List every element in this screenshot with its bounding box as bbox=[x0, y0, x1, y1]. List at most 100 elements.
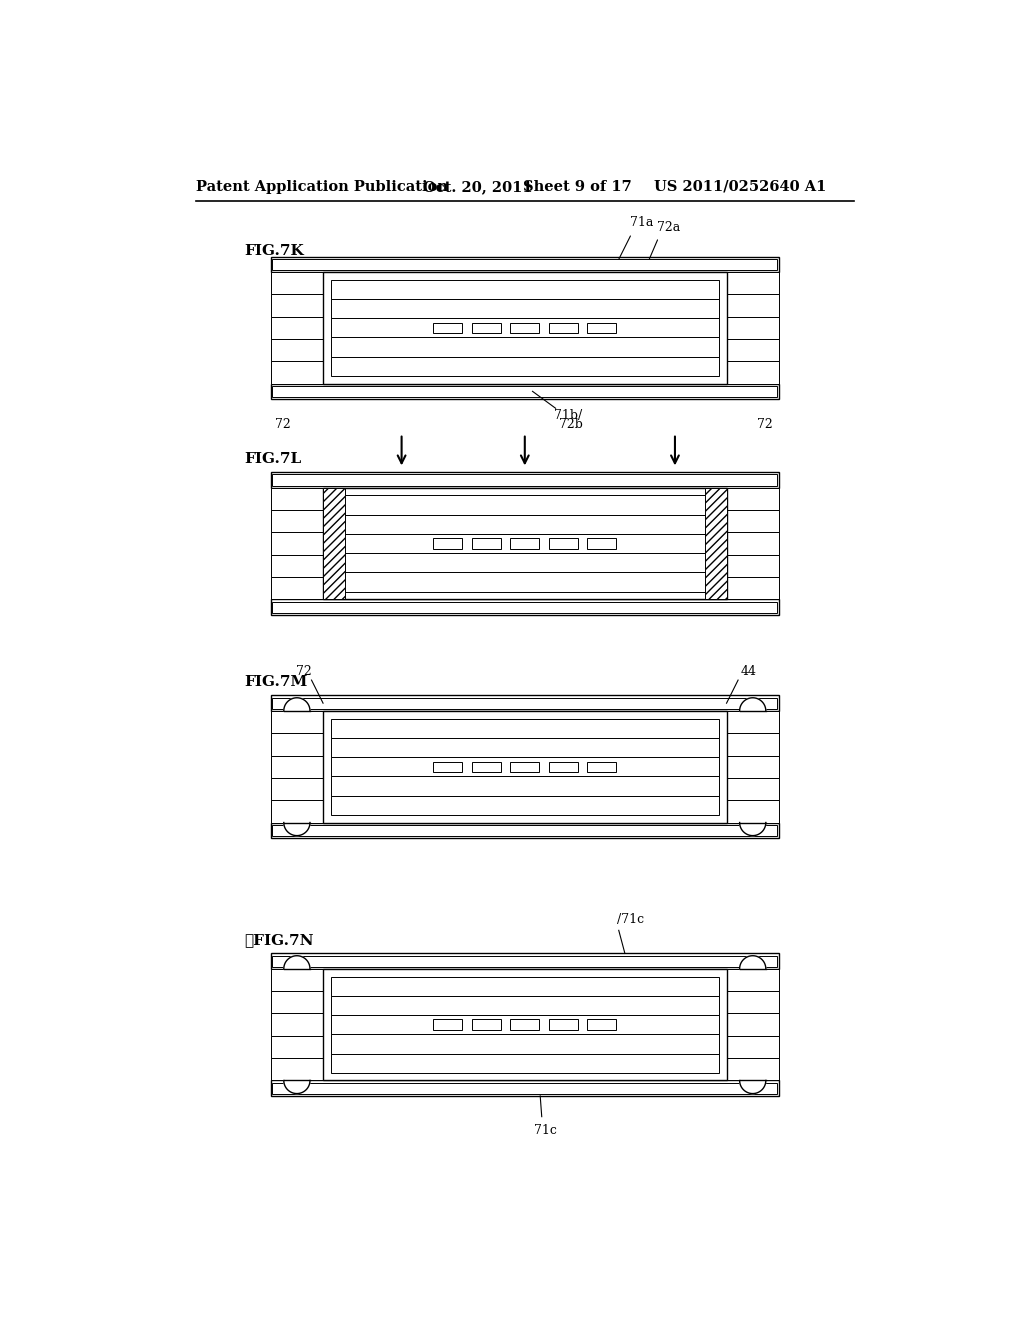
Bar bbox=[331, 338, 719, 356]
Bar bbox=[323, 487, 345, 599]
Polygon shape bbox=[284, 822, 310, 836]
Polygon shape bbox=[739, 698, 766, 711]
Bar bbox=[727, 755, 779, 777]
Bar bbox=[705, 487, 727, 599]
Text: /71c: /71c bbox=[617, 912, 644, 925]
Polygon shape bbox=[284, 956, 310, 969]
Bar bbox=[433, 1019, 463, 1030]
Text: Oct. 20, 2011: Oct. 20, 2011 bbox=[423, 180, 532, 194]
Bar bbox=[323, 487, 727, 599]
Bar bbox=[331, 318, 719, 338]
Bar bbox=[727, 800, 779, 822]
Bar bbox=[270, 822, 779, 838]
Polygon shape bbox=[284, 698, 310, 711]
Bar bbox=[272, 698, 777, 709]
Bar bbox=[472, 762, 501, 772]
Polygon shape bbox=[739, 822, 766, 836]
Bar bbox=[272, 825, 777, 837]
Bar bbox=[272, 474, 777, 486]
Bar bbox=[331, 573, 719, 591]
Bar bbox=[272, 385, 777, 397]
Bar bbox=[472, 1019, 501, 1030]
Bar bbox=[587, 539, 616, 549]
Bar bbox=[727, 991, 779, 1014]
Text: 71c: 71c bbox=[535, 1123, 557, 1137]
Bar bbox=[549, 762, 578, 772]
Bar bbox=[331, 758, 719, 776]
Bar bbox=[727, 1036, 779, 1059]
Text: 72: 72 bbox=[758, 417, 773, 430]
Bar bbox=[331, 1053, 719, 1073]
Bar bbox=[331, 533, 719, 553]
Text: 72: 72 bbox=[296, 665, 312, 677]
Bar bbox=[331, 356, 719, 376]
Bar bbox=[433, 322, 463, 333]
Bar bbox=[331, 280, 719, 298]
Text: 72a: 72a bbox=[657, 222, 680, 234]
Bar bbox=[727, 577, 779, 599]
Text: Sheet 9 of 17: Sheet 9 of 17 bbox=[523, 180, 632, 194]
Text: 图FIG.7N: 图FIG.7N bbox=[245, 933, 314, 946]
Bar bbox=[727, 554, 779, 577]
Bar bbox=[587, 1019, 616, 1030]
Bar bbox=[433, 539, 463, 549]
Bar bbox=[331, 718, 719, 738]
Bar bbox=[727, 317, 779, 339]
Bar bbox=[331, 776, 719, 796]
Bar bbox=[272, 956, 777, 968]
Bar bbox=[331, 515, 719, 533]
Bar bbox=[323, 711, 727, 822]
Bar bbox=[270, 554, 323, 577]
Bar bbox=[270, 532, 323, 554]
Bar bbox=[270, 384, 779, 399]
Bar bbox=[510, 762, 540, 772]
Bar bbox=[331, 995, 719, 1015]
Bar bbox=[270, 473, 779, 487]
Bar bbox=[331, 796, 719, 814]
Bar bbox=[270, 991, 323, 1014]
Text: 72b: 72b bbox=[559, 418, 584, 432]
Bar bbox=[331, 553, 719, 573]
Bar bbox=[331, 738, 719, 758]
Bar bbox=[727, 339, 779, 362]
Bar bbox=[727, 532, 779, 554]
Bar bbox=[270, 1059, 323, 1081]
Bar bbox=[549, 322, 578, 333]
Bar bbox=[331, 495, 719, 515]
Bar bbox=[587, 322, 616, 333]
Bar bbox=[727, 272, 779, 294]
Bar bbox=[727, 294, 779, 317]
Polygon shape bbox=[739, 1081, 766, 1093]
Bar bbox=[727, 487, 779, 510]
Text: Patent Application Publication: Patent Application Publication bbox=[196, 180, 449, 194]
Bar bbox=[433, 762, 463, 772]
Bar bbox=[270, 510, 323, 532]
Bar bbox=[510, 1019, 540, 1030]
Text: FIG.7K: FIG.7K bbox=[245, 244, 304, 257]
Bar bbox=[270, 1014, 323, 1036]
Bar bbox=[323, 969, 727, 1081]
Bar bbox=[587, 762, 616, 772]
Bar bbox=[727, 1014, 779, 1036]
Bar bbox=[510, 322, 540, 333]
Bar bbox=[270, 777, 323, 800]
Text: US 2011/0252640 A1: US 2011/0252640 A1 bbox=[654, 180, 826, 194]
Bar bbox=[727, 733, 779, 755]
Bar bbox=[331, 298, 719, 318]
Bar bbox=[270, 599, 779, 615]
Bar bbox=[270, 339, 323, 362]
Text: FIG.7M: FIG.7M bbox=[245, 675, 308, 689]
Bar bbox=[727, 777, 779, 800]
Polygon shape bbox=[739, 956, 766, 969]
Bar bbox=[270, 1036, 323, 1059]
Bar bbox=[270, 969, 323, 991]
Bar bbox=[270, 272, 323, 294]
Text: 71a: 71a bbox=[630, 215, 653, 228]
Bar bbox=[270, 317, 323, 339]
Bar bbox=[270, 800, 323, 822]
Bar bbox=[272, 259, 777, 271]
Bar bbox=[272, 1082, 777, 1094]
Bar bbox=[270, 755, 323, 777]
Text: 72: 72 bbox=[274, 417, 290, 430]
Bar bbox=[331, 977, 719, 995]
